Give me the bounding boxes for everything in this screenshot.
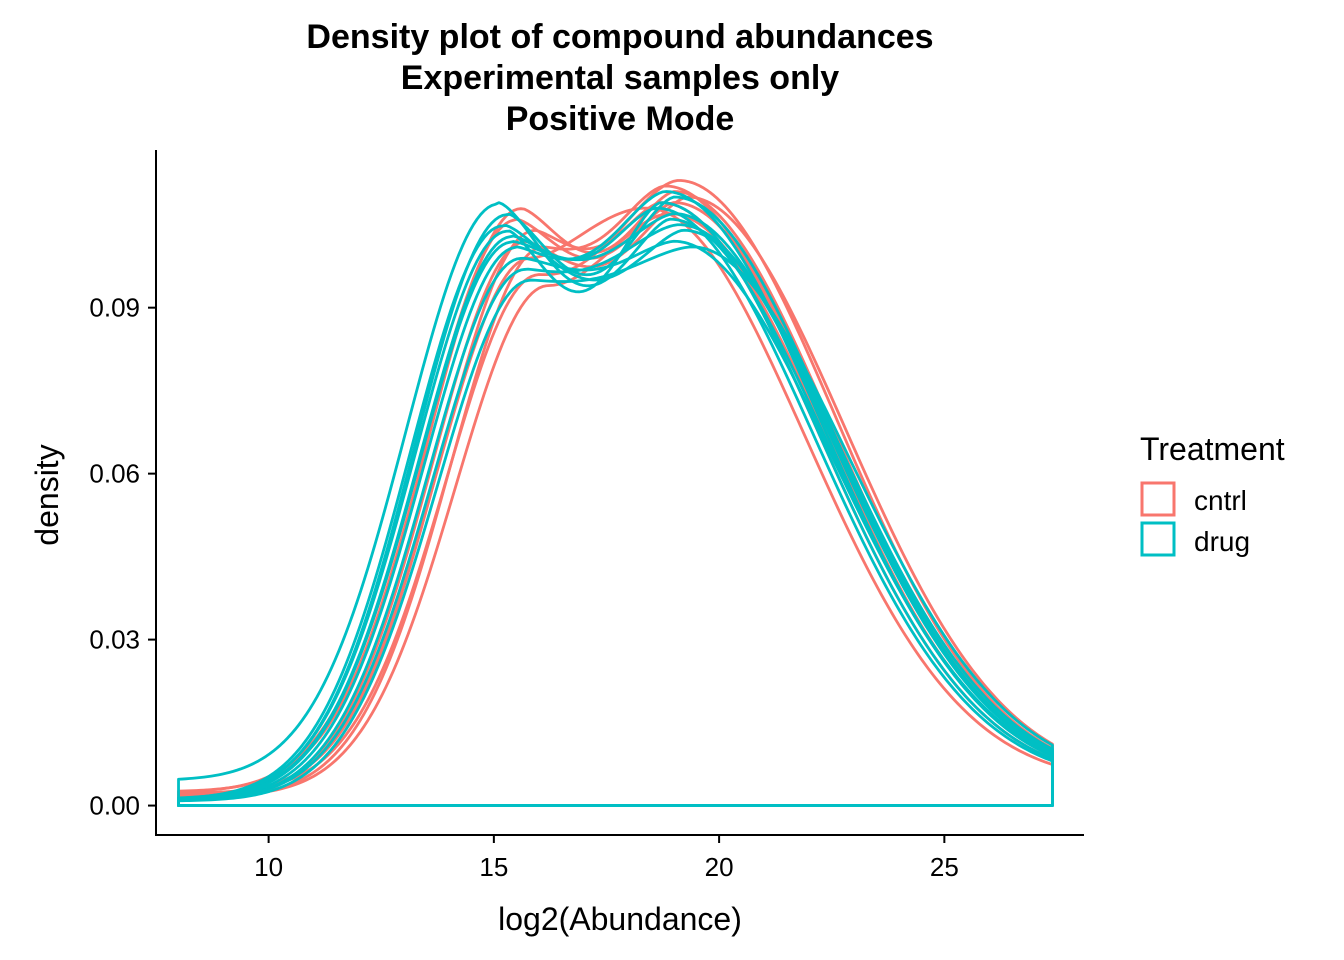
- chart-title-line-2: Experimental samples only: [401, 59, 839, 97]
- legend-title: Treatment: [1140, 431, 1285, 467]
- series-layer: [177, 179, 1054, 807]
- y-axis-title: density: [29, 444, 65, 545]
- density-curve-drug: [177, 223, 1054, 807]
- legend: Treatment cntrl drug: [1140, 431, 1285, 557]
- y-tick-label: 0.09: [89, 293, 140, 323]
- x-tick-label: 10: [254, 852, 283, 882]
- y-axis-ticks: 0.00 0.03 0.06 0.09: [89, 293, 156, 821]
- x-axis-title: log2(Abundance): [498, 901, 742, 937]
- y-tick-label: 0.00: [89, 791, 140, 821]
- x-tick-label: 15: [479, 852, 508, 882]
- legend-key-cntrl: [1140, 481, 1176, 517]
- density-curve-drug: [177, 190, 1054, 807]
- x-axis-ticks: 10 15 20 25: [254, 835, 959, 882]
- density-curve-drug: [177, 201, 1054, 807]
- x-tick-label: 25: [930, 852, 959, 882]
- x-tick-label: 20: [705, 852, 734, 882]
- legend-key-drug: [1140, 521, 1176, 557]
- y-tick-label: 0.03: [89, 625, 140, 655]
- chart-title-line-1: Density plot of compound abundances: [306, 18, 933, 56]
- legend-label-drug: drug: [1194, 526, 1250, 557]
- legend-label-cntrl: cntrl: [1194, 485, 1247, 516]
- y-tick-label: 0.06: [89, 459, 140, 489]
- density-curve-drug: [177, 224, 1054, 807]
- chart-title-line-3: Positive Mode: [506, 100, 735, 138]
- density-curve-drug: [177, 212, 1054, 807]
- density-curve-drug: [177, 245, 1054, 807]
